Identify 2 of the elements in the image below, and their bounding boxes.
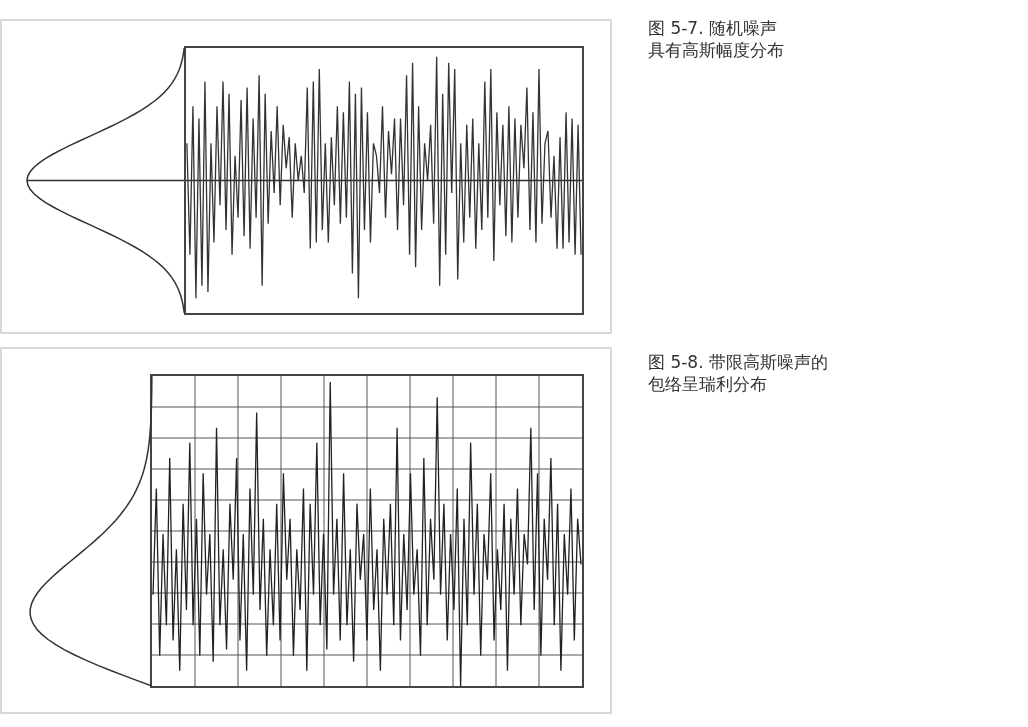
- caption: 图 5-7. 随机噪声具有高斯幅度分布: [648, 18, 784, 61]
- caption: 图 5-8. 带限高斯噪声的包络呈瑞利分布: [648, 352, 828, 395]
